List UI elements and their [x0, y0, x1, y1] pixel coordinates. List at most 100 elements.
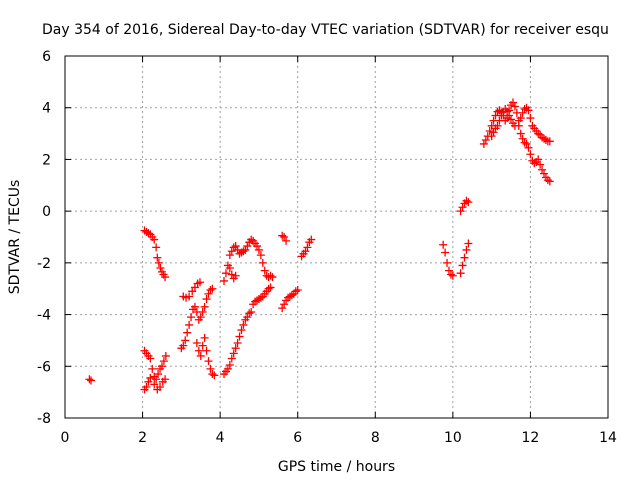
y-tick-label: 2 — [42, 152, 51, 168]
data-point — [287, 291, 296, 300]
y-axis-label: SDTVAR / TECUs — [7, 180, 23, 295]
data-point — [456, 207, 465, 216]
data-point — [86, 376, 95, 385]
data-point — [303, 243, 312, 252]
data-point — [225, 264, 234, 273]
data-point — [144, 377, 153, 386]
data-point — [543, 176, 552, 185]
data-point — [233, 339, 242, 348]
data-point — [225, 360, 234, 369]
data-point — [146, 373, 155, 382]
data-point — [154, 258, 163, 267]
data-point — [278, 304, 287, 313]
data-point — [200, 302, 209, 311]
data-point — [235, 332, 244, 341]
data-point — [208, 370, 217, 379]
data-point — [266, 271, 275, 280]
data-point — [152, 375, 161, 384]
data-point — [247, 235, 256, 244]
data-point — [221, 269, 230, 278]
y-tick-label: -2 — [37, 256, 51, 272]
x-tick-label: 4 — [216, 430, 225, 446]
data-point — [520, 138, 529, 147]
data-point — [181, 336, 190, 345]
data-point — [161, 375, 170, 384]
data-point — [540, 169, 549, 178]
data-point — [518, 134, 527, 143]
data-point — [190, 302, 199, 311]
data-point — [268, 273, 277, 282]
data-point — [489, 128, 498, 137]
point-cluster — [140, 346, 170, 384]
data-point — [220, 276, 229, 285]
data-point — [202, 346, 211, 355]
data-point — [243, 313, 252, 322]
data-point — [196, 313, 205, 322]
data-point — [258, 258, 267, 267]
x-tick-label: 0 — [61, 430, 70, 446]
data-point — [225, 251, 234, 260]
data-point — [223, 364, 232, 373]
data-point — [487, 132, 496, 141]
data-point — [179, 341, 188, 350]
data-point — [208, 284, 217, 293]
data-point — [187, 313, 196, 322]
data-point — [183, 328, 192, 337]
point-cluster — [456, 196, 473, 216]
data-point — [505, 111, 514, 120]
data-point — [229, 349, 238, 358]
data-point — [227, 247, 236, 256]
ticks: 0 2 4 6 8 10 12 14 -8 -6 -4 -2 0 2 4 6 — [37, 49, 617, 446]
data-point — [185, 292, 194, 301]
data-point — [161, 351, 170, 360]
data-point — [520, 105, 529, 114]
data-point — [194, 346, 203, 355]
point-cluster — [140, 226, 170, 282]
y-tick-label: -6 — [37, 359, 51, 375]
data-point — [541, 136, 550, 145]
data-point — [260, 266, 269, 275]
data-point — [156, 264, 165, 273]
x-tick-label: 8 — [371, 430, 380, 446]
data-point — [441, 248, 450, 257]
data-point — [458, 203, 467, 212]
point-cluster — [479, 98, 554, 148]
data-point — [85, 375, 94, 384]
point-cluster — [456, 239, 473, 278]
point-cluster — [179, 278, 204, 302]
y-tick-label: -4 — [37, 308, 51, 324]
data-point — [456, 269, 465, 278]
data-point — [481, 136, 490, 145]
data-point — [280, 300, 289, 309]
data-point — [239, 247, 248, 256]
point-cluster — [177, 284, 217, 353]
data-points — [85, 98, 554, 394]
data-point — [252, 242, 261, 251]
data-point — [254, 245, 263, 254]
y-tick-label: 6 — [42, 49, 51, 65]
data-point — [241, 245, 250, 254]
data-point — [526, 114, 535, 123]
chart-title: Day 354 of 2016, Sidereal Day-to-day VTE… — [42, 22, 609, 38]
point-cluster — [278, 231, 291, 245]
point-cluster — [514, 121, 554, 186]
point-cluster — [278, 286, 302, 313]
data-point — [150, 235, 159, 244]
plot-frame — [64, 55, 609, 419]
data-point — [237, 326, 246, 335]
y-tick-label: 4 — [42, 101, 51, 117]
data-point — [152, 243, 161, 252]
data-point — [462, 245, 471, 254]
data-point — [493, 121, 502, 130]
data-point — [516, 129, 525, 138]
data-point — [479, 139, 488, 148]
data-point — [231, 344, 240, 353]
data-point — [446, 270, 455, 279]
data-point — [464, 198, 473, 207]
data-point — [154, 370, 163, 379]
data-point — [192, 339, 201, 348]
data-point — [462, 196, 471, 205]
data-point — [458, 261, 467, 270]
point-cluster — [249, 283, 275, 309]
data-point — [256, 293, 265, 302]
